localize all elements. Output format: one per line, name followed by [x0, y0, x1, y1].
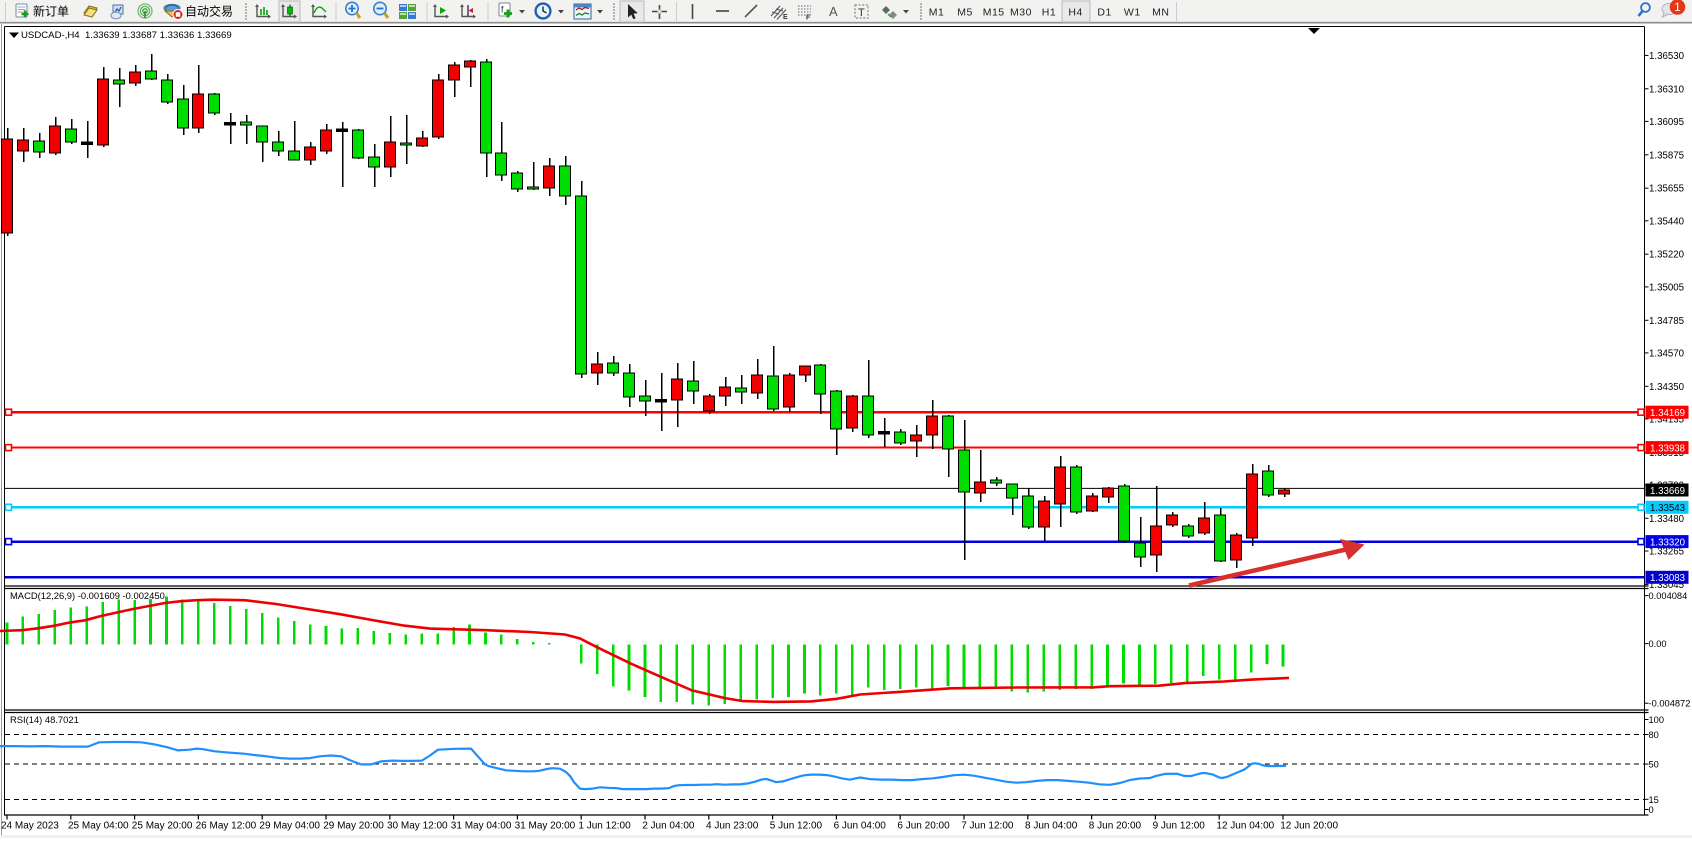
svg-text:E: E [783, 14, 788, 21]
svg-text:MN: MN [1152, 6, 1169, 18]
svg-text:1.33480: 1.33480 [1649, 514, 1685, 525]
svg-text:T: T [858, 7, 865, 19]
svg-text:W1: W1 [1124, 6, 1141, 18]
svg-text:自动交易: 自动交易 [185, 4, 233, 19]
svg-text:1.35220: 1.35220 [1649, 250, 1685, 261]
svg-text:A: A [829, 4, 838, 19]
svg-text:M30: M30 [1010, 6, 1032, 18]
svg-text:1.35875: 1.35875 [1649, 150, 1684, 161]
svg-text:6 Jun 20:00: 6 Jun 20:00 [897, 821, 950, 832]
svg-text:7 Jun 12:00: 7 Jun 12:00 [961, 821, 1014, 832]
svg-text:30 May 12:00: 30 May 12:00 [387, 821, 448, 832]
svg-text:29 May 04:00: 29 May 04:00 [259, 821, 320, 832]
svg-text:9 Jun 12:00: 9 Jun 12:00 [1153, 821, 1206, 832]
svg-text:0.004084: 0.004084 [1649, 591, 1688, 601]
svg-text:-0.004872: -0.004872 [1649, 699, 1691, 709]
svg-text:1.33265: 1.33265 [1649, 547, 1684, 558]
svg-text:25 May 20:00: 25 May 20:00 [132, 821, 193, 832]
svg-text:1.33669: 1.33669 [1650, 486, 1685, 497]
svg-text:1.33320: 1.33320 [1650, 537, 1686, 548]
svg-text:26 May 12:00: 26 May 12:00 [196, 821, 257, 832]
svg-text:M15: M15 [983, 6, 1005, 18]
svg-text:1.34570: 1.34570 [1649, 348, 1685, 359]
svg-text:D1: D1 [1097, 6, 1111, 18]
svg-text:1.33083: 1.33083 [1650, 573, 1685, 584]
svg-text:1.34135: 1.34135 [1649, 414, 1684, 425]
svg-text:0: 0 [1649, 805, 1654, 815]
svg-text:6 Jun 04:00: 6 Jun 04:00 [834, 821, 887, 832]
svg-text:0.00: 0.00 [1649, 639, 1667, 649]
svg-text:80: 80 [1649, 730, 1659, 740]
svg-text:8 Jun 04:00: 8 Jun 04:00 [1025, 821, 1078, 832]
svg-text:新订单: 新订单 [33, 4, 69, 19]
svg-text:1.33938: 1.33938 [1650, 443, 1685, 454]
svg-text:8 Jun 20:00: 8 Jun 20:00 [1089, 821, 1142, 832]
svg-text:M5: M5 [957, 6, 973, 18]
svg-text:MACD(12,26,9) -0.001609 -0.002: MACD(12,26,9) -0.001609 -0.002450 [10, 590, 165, 601]
svg-text:25 May 04:00: 25 May 04:00 [68, 821, 129, 832]
svg-text:31 May 04:00: 31 May 04:00 [451, 821, 512, 832]
svg-text:1.34350: 1.34350 [1649, 382, 1685, 393]
svg-text:1.36530: 1.36530 [1649, 51, 1685, 62]
svg-text:1.33045: 1.33045 [1649, 580, 1684, 591]
svg-text:1.36310: 1.36310 [1649, 84, 1685, 95]
svg-text:1.35440: 1.35440 [1649, 216, 1685, 227]
svg-text:5 Jun 12:00: 5 Jun 12:00 [770, 821, 823, 832]
svg-text:F: F [806, 15, 811, 22]
svg-text:1.33543: 1.33543 [1650, 503, 1685, 514]
svg-text:29 May 20:00: 29 May 20:00 [323, 821, 384, 832]
svg-text:2 Jun 04:00: 2 Jun 04:00 [642, 821, 695, 832]
svg-text:1 Jun 12:00: 1 Jun 12:00 [578, 821, 631, 832]
svg-text:31 May 20:00: 31 May 20:00 [515, 821, 576, 832]
svg-text:4 Jun 23:00: 4 Jun 23:00 [706, 821, 759, 832]
svg-text:H4: H4 [1068, 6, 1082, 18]
svg-text:M1: M1 [929, 6, 945, 18]
svg-text:1: 1 [1674, 2, 1680, 14]
svg-text:1.36095: 1.36095 [1649, 117, 1684, 128]
svg-text:1.35005: 1.35005 [1649, 282, 1684, 293]
svg-text:1.34169: 1.34169 [1650, 408, 1685, 419]
svg-text:H1: H1 [1042, 6, 1056, 18]
svg-text:24 May 2023: 24 May 2023 [1, 821, 59, 832]
svg-text:15: 15 [1649, 795, 1659, 805]
svg-text:RSI(14) 48.7021: RSI(14) 48.7021 [10, 714, 79, 725]
svg-text:1.34785: 1.34785 [1649, 316, 1684, 327]
svg-text:100: 100 [1649, 715, 1665, 725]
svg-text:USDCAD-,H4 1.33639 1.33687 1.: USDCAD-,H4 1.33639 1.33687 1.33636 1.336… [21, 30, 232, 41]
svg-text:f: f [501, 5, 504, 15]
svg-text:12 Jun 04:00: 12 Jun 04:00 [1216, 821, 1274, 832]
svg-text:50: 50 [1649, 760, 1659, 770]
svg-text:1.35655: 1.35655 [1649, 184, 1684, 195]
svg-text:12 Jun 20:00: 12 Jun 20:00 [1280, 821, 1338, 832]
